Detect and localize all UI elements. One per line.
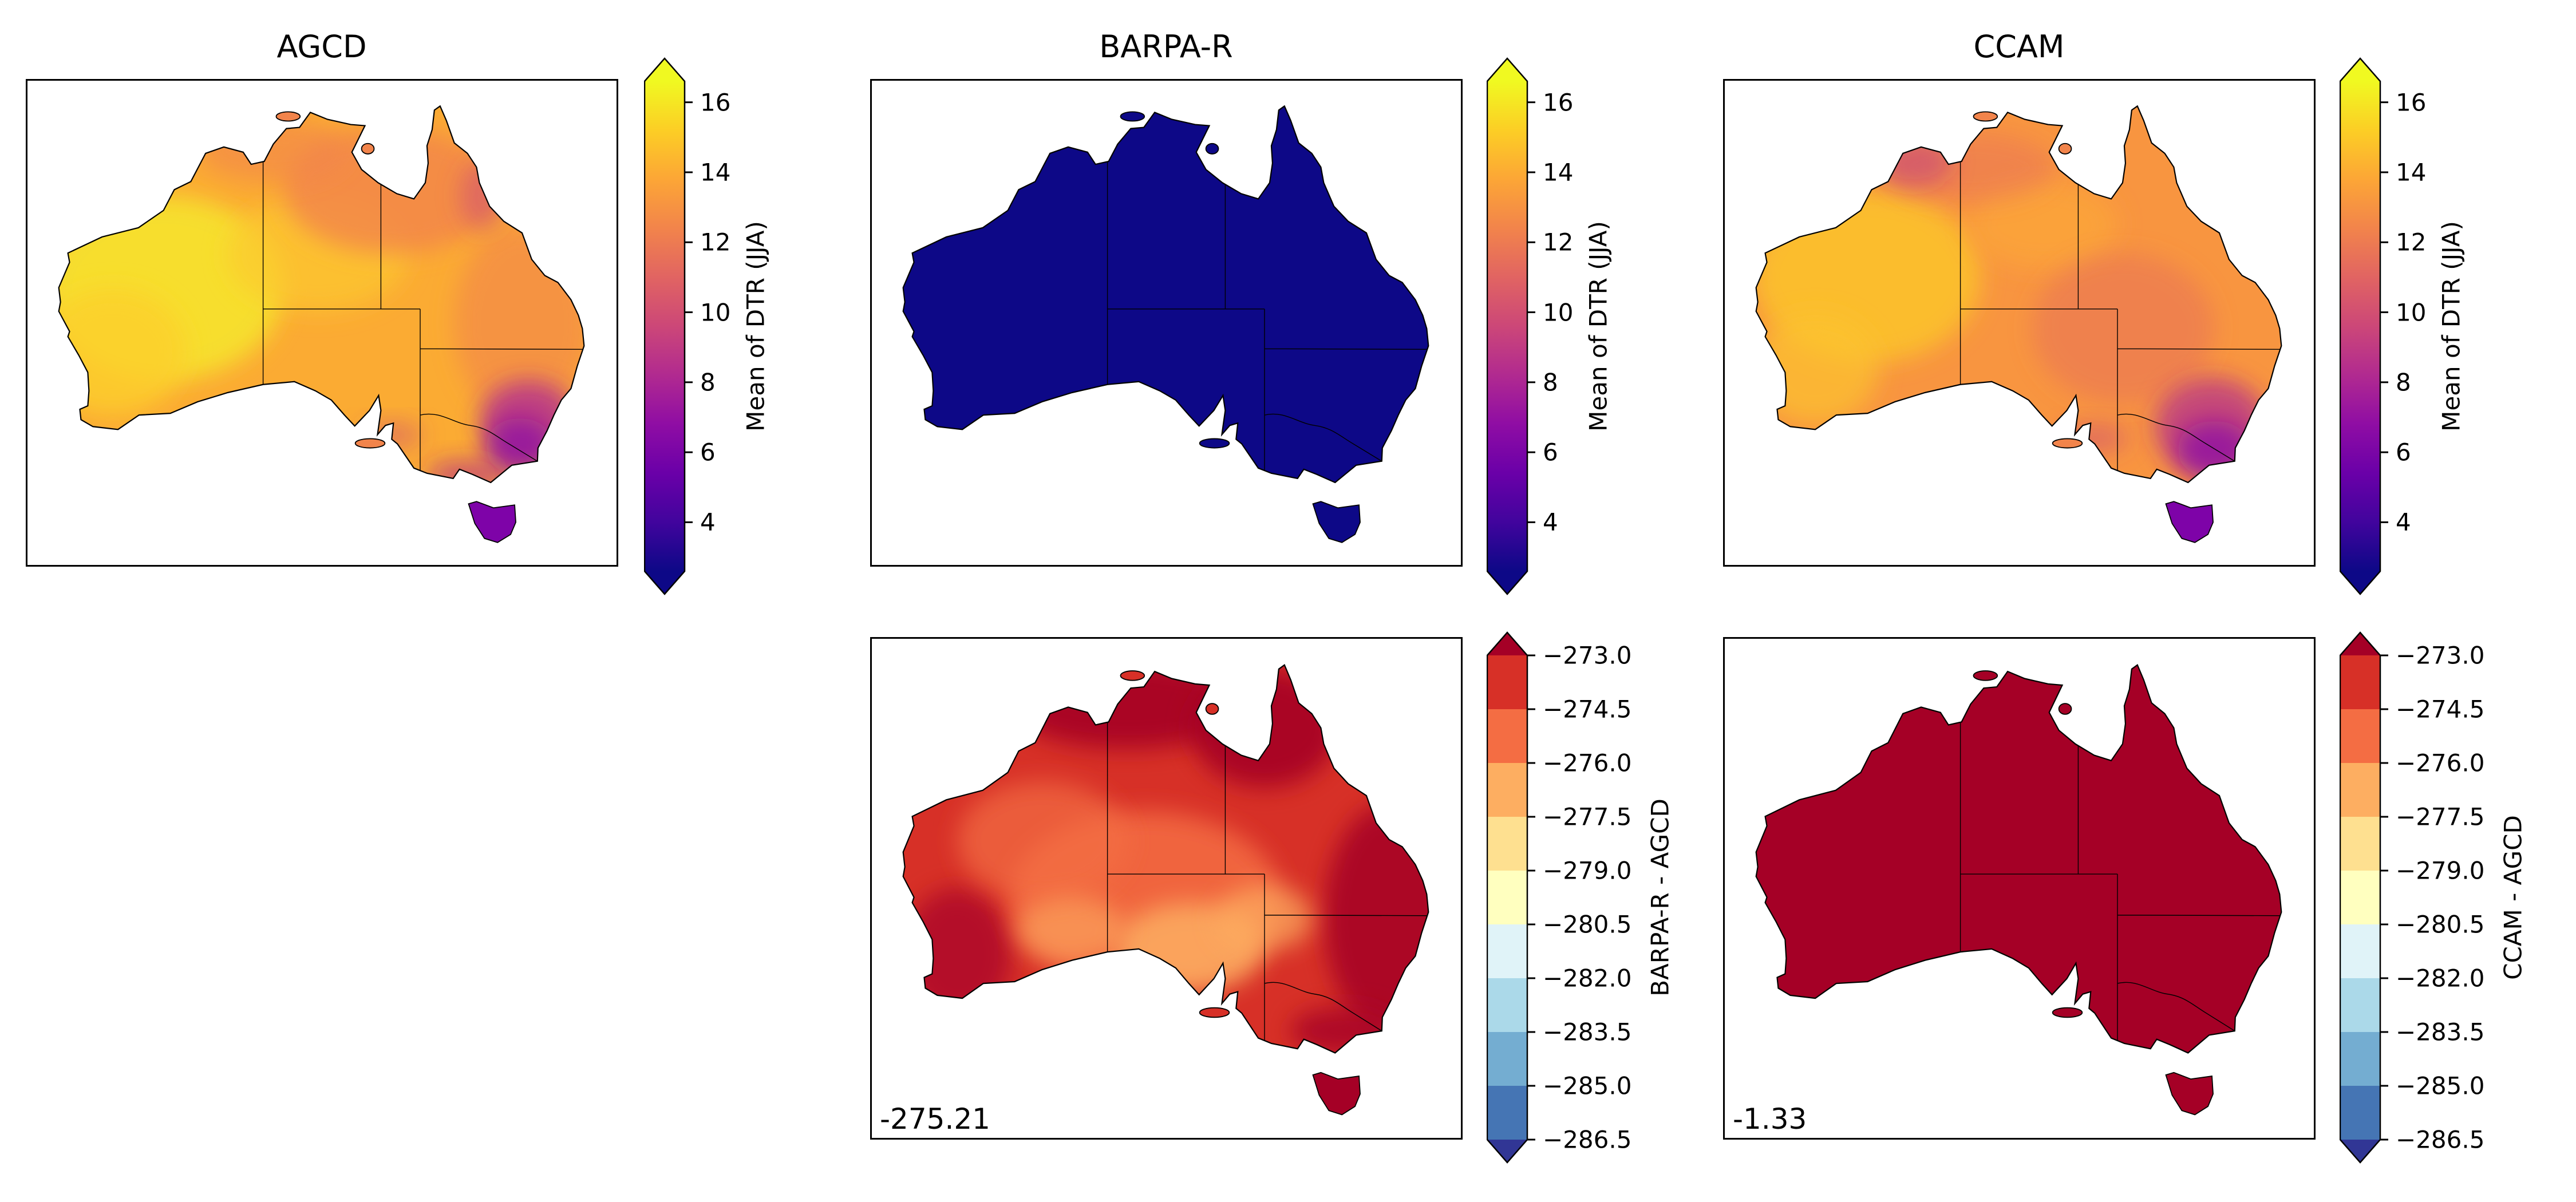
colorbar-tick-label: −282.0	[1543, 964, 1632, 993]
colorbar-tick-label: −286.5	[2396, 1125, 2485, 1154]
panel-title-agcd: AGCD	[276, 29, 367, 65]
colorbar-tick-label: 6	[2396, 438, 2411, 466]
australia-map-ccam	[1755, 105, 2282, 543]
colorbar-tick-label: −283.5	[2396, 1018, 2485, 1046]
colorbar-tick-label: 16	[700, 88, 731, 117]
mean-bias-annotation: -1.33	[1733, 1102, 1807, 1136]
tasmania	[1312, 501, 1361, 543]
colorbar-tick-label: 4	[2396, 508, 2411, 536]
colorbar-gradient-ccam	[2340, 57, 2388, 595]
colorbar-tick-label: 8	[700, 368, 716, 397]
colorbar-segments-barpa-r-minus-agcd	[1487, 631, 1535, 1164]
map-axes-barpa-r	[870, 79, 1463, 567]
colorbar-tick-label: 12	[1543, 228, 1574, 256]
colorbar-tick-label: −282.0	[2396, 964, 2485, 993]
mean-bias-annotation: -275.21	[880, 1102, 990, 1136]
map-axes-ccam	[1723, 79, 2316, 567]
colorbar-tick-label: 6	[700, 438, 716, 466]
colorbar-tick-label: −280.5	[2396, 910, 2485, 939]
australia-map-barpa-r-minus-agcd	[902, 664, 1429, 1116]
colorbar-tick-label: −276.0	[1543, 749, 1632, 777]
colorbar-tick-label: −285.0	[1543, 1071, 1632, 1100]
map-axes-barpa-r-minus-agcd: -275.21	[870, 637, 1463, 1140]
colorbar-tick-label: −276.0	[2396, 749, 2485, 777]
colorbar-tick-label: 10	[700, 298, 731, 327]
colorbar-label-ccam: Mean of DTR (JJA)	[2437, 221, 2466, 432]
colorbar-tick-label: −286.5	[1543, 1125, 1632, 1154]
australia-map-agcd	[58, 105, 585, 543]
colorbar-tick-label: 14	[700, 158, 731, 187]
colorbar-tick-label: 14	[1543, 158, 1574, 187]
colorbar-tick-label: −273.0	[2396, 641, 2485, 670]
colorbar-tick-label: −274.5	[2396, 695, 2485, 723]
colorbar-tick-label: 16	[1543, 88, 1574, 117]
colorbar-tick-label: −280.5	[1543, 910, 1632, 939]
australia-map-ccam-minus-agcd	[1755, 664, 2282, 1116]
colorbar-tick-label: −277.5	[2396, 802, 2485, 831]
australia-map-barpa-r	[902, 105, 1429, 543]
colorbar-gradient-barpa-r	[1487, 57, 1535, 595]
colorbar-tick-label: 16	[2396, 88, 2427, 117]
colorbar-tick-label: 10	[1543, 298, 1574, 327]
colorbar-tick-label: −279.0	[1543, 856, 1632, 885]
colorbar-tick-label: 10	[2396, 298, 2427, 327]
colorbar-tick-label: 4	[1543, 508, 1558, 536]
colorbar-tick-label: 6	[1543, 438, 1558, 466]
map-axes-agcd	[26, 79, 618, 567]
colorbar-segments-ccam-minus-agcd	[2340, 631, 2388, 1164]
colorbar-barpa-r-minus-agcd: −273.0 −274.5 −276.0 −277.5 −279.0 −280.5 −282…	[1487, 631, 1631, 1164]
tasmania	[2165, 501, 2214, 543]
colorbar-label-agcd: Mean of DTR (JJA)	[741, 221, 770, 432]
colorbar-tick-label: 8	[2396, 368, 2411, 397]
tasmania	[1312, 1071, 1361, 1116]
colorbar-gradient-agcd	[644, 57, 693, 595]
colorbar-tick-label: 4	[700, 508, 716, 536]
colorbar-barpa-r: 16 14 12 10 8 6 4	[1487, 57, 1624, 595]
tasmania	[468, 501, 516, 543]
colorbar-tick-label: −277.5	[1543, 802, 1632, 831]
colorbar-tick-label: 14	[2396, 158, 2427, 187]
colorbar-label-barpa-r: Mean of DTR (JJA)	[1584, 221, 1613, 432]
map-axes-ccam-minus-agcd: -1.33	[1723, 637, 2316, 1140]
colorbar-tick-label: −285.0	[2396, 1071, 2485, 1100]
colorbar-ccam-minus-agcd: −273.0 −274.5 −276.0 −277.5 −279.0 −280.5 −282…	[2340, 631, 2484, 1164]
colorbar-tick-label: −273.0	[1543, 641, 1632, 670]
tasmania	[2165, 1071, 2214, 1116]
colorbar-ccam: 16 14 12 10 8 6 4	[2340, 57, 2477, 595]
colorbar-tick-label: 8	[1543, 368, 1558, 397]
colorbar-agcd: 16 14 12 10 8 6 4	[644, 57, 781, 595]
colorbar-tick-label: −279.0	[2396, 856, 2485, 885]
colorbar-tick-label: −274.5	[1543, 695, 1632, 723]
colorbar-tick-label: 12	[2396, 228, 2427, 256]
colorbar-label-ccam-minus-agcd: CCAM - AGCD	[2499, 815, 2527, 980]
colorbar-tick-label: −283.5	[1543, 1018, 1632, 1046]
panel-title-barpa-r: BARPA-R	[1099, 29, 1233, 65]
colorbar-label-barpa-r-minus-agcd: BARPA-R - AGCD	[1646, 798, 1674, 997]
panel-title-ccam: CCAM	[1973, 29, 2065, 65]
colorbar-tick-label: 12	[700, 228, 731, 256]
